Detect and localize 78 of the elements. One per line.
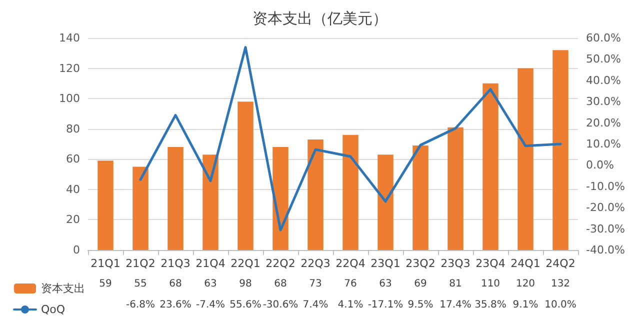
y-tick-label: 100 xyxy=(59,92,80,106)
x-tick-label: 21Q3 xyxy=(160,257,190,270)
y2-tick-label: 0.0% xyxy=(586,158,614,172)
bar xyxy=(308,139,324,250)
x-tick-label: 21Q4 xyxy=(196,257,226,270)
bar xyxy=(342,134,358,250)
bar xyxy=(272,147,288,250)
chart-title: 资本支出（亿美元） xyxy=(252,10,388,28)
y2-tick-label: 50.0% xyxy=(586,52,621,66)
bar xyxy=(168,147,184,250)
data-label: 63 xyxy=(379,278,392,290)
y2-tick-label: -20.0% xyxy=(586,201,625,214)
y-tick-label: 60 xyxy=(66,152,80,166)
y-tick-label: 140 xyxy=(59,32,80,44)
data-label: 63 xyxy=(204,278,217,290)
x-tick-label: 24Q2 xyxy=(546,257,576,270)
x-tick-label: 24Q1 xyxy=(510,257,540,270)
data-label: 9.5% xyxy=(408,300,434,310)
x-tick-label: 21Q2 xyxy=(126,257,156,270)
data-label: 10.0% xyxy=(544,300,576,310)
bar xyxy=(238,102,254,250)
data-label: -7.4% xyxy=(196,300,226,310)
bar xyxy=(412,146,428,250)
data-label: 81 xyxy=(449,278,462,290)
data-label: 132 xyxy=(550,278,570,290)
x-tick-label: 23Q1 xyxy=(370,257,400,270)
y2-tick-label: -10.0% xyxy=(586,180,625,193)
bar xyxy=(552,50,568,250)
data-label: 98 xyxy=(239,278,252,290)
bar xyxy=(132,166,148,250)
data-label: 68 xyxy=(169,278,182,290)
data-label: 55.6% xyxy=(230,300,262,310)
y2-tick-label: -40.0% xyxy=(586,244,625,256)
x-tick-label: 21Q1 xyxy=(90,257,120,270)
y2-tick-label: 30.0% xyxy=(586,95,621,108)
y2-tick-label: 40.0% xyxy=(586,74,621,87)
y-tick-label: 80 xyxy=(66,122,80,136)
data-label: -30.6% xyxy=(262,300,298,310)
line-series xyxy=(139,46,562,232)
data-label: 55 xyxy=(134,278,147,290)
y-tick-label: 120 xyxy=(59,62,80,75)
data-label: 35.8% xyxy=(474,300,506,310)
x-tick-label: 23Q2 xyxy=(406,257,436,270)
x-tick-label: 23Q3 xyxy=(440,257,470,270)
data-label: 120 xyxy=(516,278,536,290)
bar xyxy=(202,154,218,250)
legend-label: QoQ xyxy=(41,303,66,316)
bar xyxy=(518,68,534,250)
y-tick-label: 40 xyxy=(66,182,80,196)
x-tick-label: 22Q1 xyxy=(230,257,260,270)
data-label: 9.1% xyxy=(512,300,538,310)
data-label: 110 xyxy=(480,278,500,290)
y2-tick-label: -30.0% xyxy=(586,222,625,236)
bar xyxy=(378,154,394,250)
data-label: 59 xyxy=(99,278,112,290)
x-tick-label: 22Q2 xyxy=(266,257,296,270)
data-label: -17.1% xyxy=(368,300,404,310)
bar xyxy=(448,127,464,250)
data-label: 68 xyxy=(274,278,287,290)
legend-label: 资本支出 xyxy=(41,282,85,295)
y-tick-label: 0 xyxy=(73,244,80,256)
data-label: 17.4% xyxy=(440,300,472,310)
data-label: 4.1% xyxy=(338,300,364,310)
x-tick-label: 22Q4 xyxy=(336,257,366,270)
x-tick-label: 23Q4 xyxy=(476,257,506,270)
x-tick-label: 22Q3 xyxy=(300,257,330,270)
data-label: 73 xyxy=(309,278,322,290)
y2-tick-label: 60.0% xyxy=(586,32,621,44)
bar xyxy=(482,83,498,250)
data-label: -6.8% xyxy=(126,300,156,310)
y-tick-label: 20 xyxy=(66,213,80,226)
y2-tick-label: 10.0% xyxy=(586,138,621,150)
data-label: 69 xyxy=(414,278,427,290)
bar xyxy=(98,160,114,250)
y2-tick-label: 20.0% xyxy=(586,116,621,130)
data-label: 76 xyxy=(344,278,357,290)
data-label: 7.4% xyxy=(302,300,328,310)
data-label: 23.6% xyxy=(160,300,192,310)
